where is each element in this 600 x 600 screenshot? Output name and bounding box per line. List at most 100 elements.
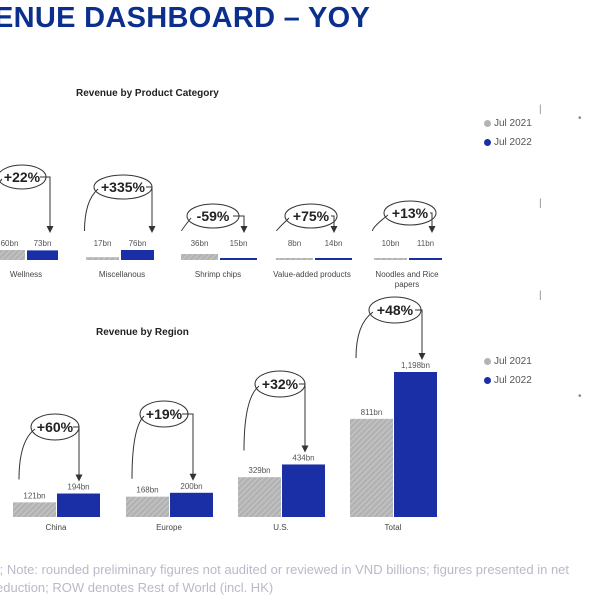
data-label-jul-2021: 10bn — [382, 239, 400, 248]
bar-jul-2021-u-s — [238, 477, 281, 517]
category-label: Shrimp chips — [195, 270, 241, 279]
bar-jul-2021-miscellanous — [86, 257, 119, 260]
category-label: Value-added products — [273, 270, 351, 279]
category-label-line: Noodles and Rice — [375, 270, 439, 279]
change-arrow-line — [415, 309, 423, 354]
legend-swatch-jul-2022 — [484, 377, 491, 384]
category-label: U.S. — [273, 523, 289, 532]
bar-jul-2021-noodles-and-rice-papers — [374, 258, 407, 260]
change-arrow-head — [428, 226, 436, 233]
change-arrow-line — [331, 215, 335, 227]
data-label-jul-2021: 121bn — [23, 491, 45, 500]
bar-jul-2022-value-added-products — [315, 258, 352, 260]
change-label: +13% — [392, 205, 429, 221]
bar-jul-2021-wellness — [0, 250, 25, 260]
data-label-jul-2022: 200bn — [180, 482, 202, 491]
data-label-jul-2021: 168bn — [136, 486, 158, 495]
legend-item-jul-2022: Jul 2022 — [484, 375, 532, 386]
legend-label-jul-2021: Jul 2021 — [494, 118, 532, 129]
bar-jul-2021-china — [13, 502, 56, 517]
data-label-jul-2021: 329bn — [248, 466, 270, 475]
page-title: ENUE DASHBOARD – YOY — [0, 2, 371, 34]
change-arrow-line — [146, 186, 153, 227]
change-arrow-head — [46, 226, 54, 233]
change-arrow-tail — [84, 188, 99, 232]
bar-jul-2021-europe — [126, 496, 169, 517]
product-chart-legend: Jul 2021 Jul 2022 — [484, 118, 532, 156]
bar-jul-2021-shrimp-chips — [181, 254, 218, 260]
region-chart-legend: Jul 2021 Jul 2022 — [484, 356, 532, 394]
change-label: +22% — [4, 169, 41, 185]
bar-jul-2022-china — [57, 493, 100, 517]
data-label-jul-2021: 60bn — [1, 239, 19, 248]
bar-jul-2022-noodles-and-rice-papers — [409, 258, 442, 260]
footnote: t; Note: rounded preliminary figures not… — [0, 561, 600, 597]
side-tick-mark: | — [539, 290, 542, 301]
legend-swatch-jul-2021 — [484, 120, 491, 127]
change-label: -59% — [197, 208, 230, 224]
category-label: Noodles and Rice papers — [375, 270, 439, 289]
side-bullet-mark: • — [578, 391, 582, 402]
data-label-jul-2021: 811bn — [361, 408, 383, 417]
data-label-jul-2022: 1,198bn — [401, 361, 430, 370]
legend-label-jul-2022: Jul 2022 — [494, 375, 532, 386]
category-label-line: papers — [395, 280, 419, 289]
data-label-jul-2021: 8bn — [288, 239, 301, 248]
legend-item-jul-2021: Jul 2021 — [484, 118, 532, 129]
change-arrow-tail — [372, 214, 389, 232]
change-arrow-tail — [181, 217, 192, 232]
side-bullet-mark: • — [578, 113, 582, 124]
change-bubble-75 — [284, 203, 338, 229]
bar-jul-2021-value-added-products — [276, 258, 313, 260]
category-label: Europe — [156, 523, 182, 532]
category-label: China — [46, 523, 67, 532]
change-arrow-line — [299, 383, 306, 447]
bar-jul-2022-shrimp-chips — [220, 258, 257, 260]
legend-item-jul-2021: Jul 2021 — [484, 356, 532, 367]
legend-swatch-jul-2022 — [484, 139, 491, 146]
change-arrow-head — [189, 473, 197, 481]
data-label-jul-2022: 15bn — [230, 239, 248, 248]
change-label: +32% — [262, 376, 299, 392]
change-arrow-head — [148, 226, 156, 233]
bar-jul-2022-u-s — [282, 464, 325, 517]
change-arrow-head — [418, 353, 426, 360]
change-arrow-tail — [355, 311, 374, 359]
change-arrow-line — [40, 176, 51, 227]
data-label-jul-2022: 73bn — [34, 239, 52, 248]
bar-jul-2022-wellness — [27, 250, 58, 260]
change-arrow-tail — [243, 385, 260, 451]
data-label-jul-2021: 17bn — [94, 239, 112, 248]
change-arrow-head — [75, 474, 83, 482]
bar-jul-2022-europe — [170, 492, 213, 517]
category-label: Wellness — [10, 270, 42, 279]
change-arrow-tail — [276, 217, 290, 232]
region-chart-title: Revenue by Region — [96, 327, 189, 338]
data-label-jul-2022: 76bn — [129, 239, 147, 248]
change-arrow-tail — [0, 178, 3, 183]
data-label-jul-2022: 434bn — [292, 453, 314, 462]
legend-swatch-jul-2021 — [484, 358, 491, 365]
side-tick-mark: | — [539, 198, 542, 209]
legend-item-jul-2022: Jul 2022 — [484, 137, 532, 148]
change-bubble-13 — [383, 200, 437, 226]
side-tick-mark: | — [539, 104, 542, 115]
bar-jul-2021-total — [350, 418, 393, 517]
change-arrow-line — [182, 413, 194, 475]
change-label: +19% — [146, 406, 183, 422]
change-arrow-line — [233, 215, 245, 227]
data-label-jul-2021: 36bn — [191, 239, 209, 248]
footnote-line-1: t; Note: rounded preliminary figures not… — [0, 562, 570, 577]
bar-jul-2022-miscellanous — [121, 250, 154, 260]
change-label: +335% — [101, 179, 146, 195]
change-arrow-tail — [18, 428, 36, 480]
product-chart-title: Revenue by Product Category — [76, 88, 219, 99]
category-label: Miscellanous — [99, 270, 145, 279]
change-arrow-head — [240, 226, 248, 233]
change-arrow-line — [430, 212, 433, 227]
data-label-jul-2022: 11bn — [417, 239, 434, 248]
change-arrow-line — [73, 426, 80, 476]
change-arrow-head — [330, 226, 338, 233]
data-label-jul-2022: 194bn — [67, 483, 89, 492]
